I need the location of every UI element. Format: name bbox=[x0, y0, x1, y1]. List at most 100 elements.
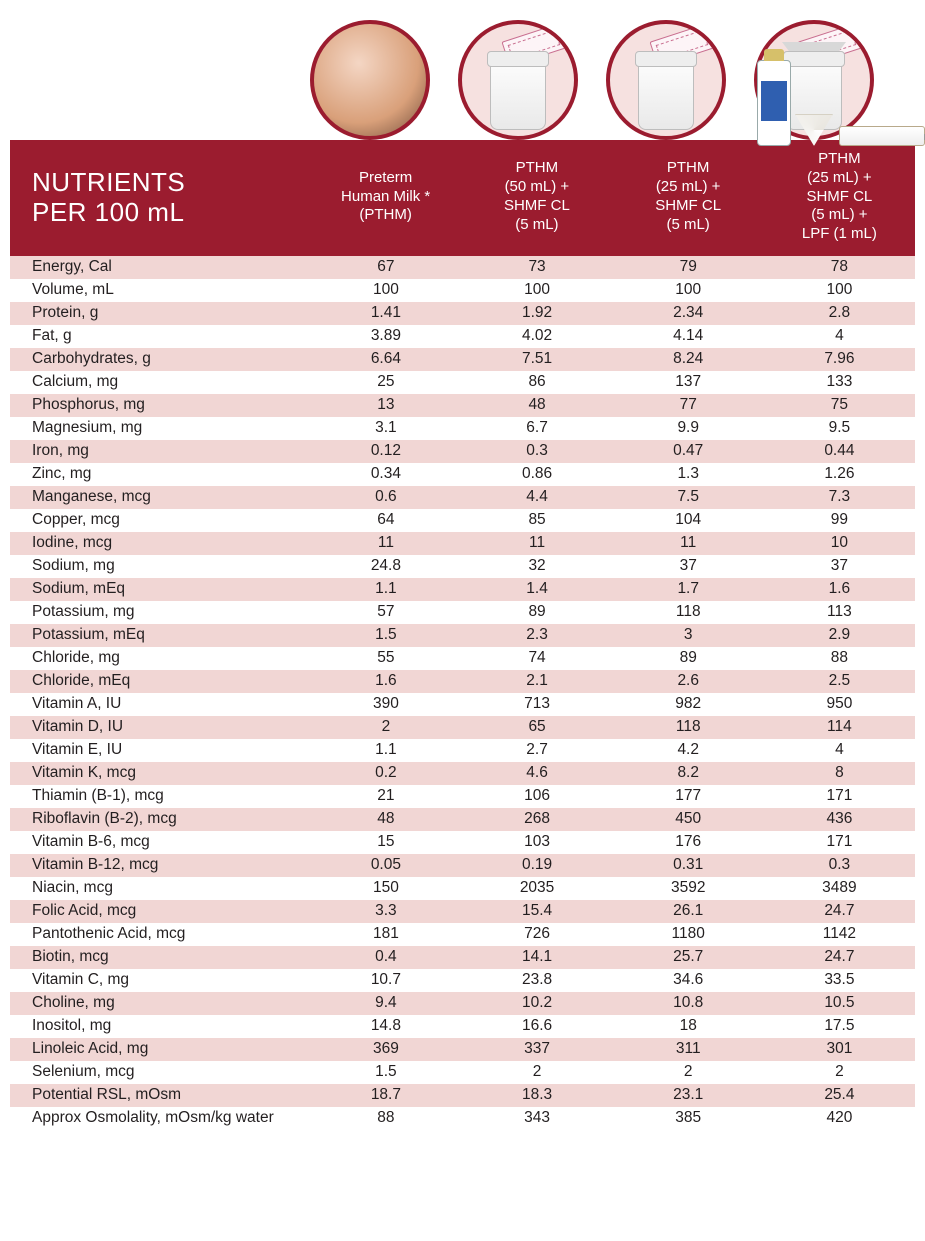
nutrient-value: 0.2 bbox=[310, 762, 461, 785]
nutrient-value: 34.6 bbox=[613, 969, 764, 992]
table-row: Copper, mcg648510499 bbox=[10, 509, 915, 532]
nutrient-label: Choline, mg bbox=[10, 992, 310, 1015]
table-row: Vitamin B-6, mcg15103176171 bbox=[10, 831, 915, 854]
table-row: Vitamin D, IU265118114 bbox=[10, 716, 915, 739]
nutrient-label: Inositol, mg bbox=[10, 1015, 310, 1038]
nutrient-value: 0.19 bbox=[461, 854, 612, 877]
nutrient-value: 79 bbox=[613, 256, 764, 279]
nutrient-value: 118 bbox=[613, 601, 764, 624]
nutrient-label: Calcium, mg bbox=[10, 371, 310, 394]
nutrient-value: 78 bbox=[764, 256, 915, 279]
nutrient-value: 33.5 bbox=[764, 969, 915, 992]
nutrient-value: 4.2 bbox=[613, 739, 764, 762]
nutrient-value: 14.8 bbox=[310, 1015, 461, 1038]
nutrient-value: 106 bbox=[461, 785, 612, 808]
nutrient-value: 8 bbox=[764, 762, 915, 785]
nutrient-value: 2035 bbox=[461, 877, 612, 900]
nutrient-value: 75 bbox=[764, 394, 915, 417]
nutrient-value: 25 bbox=[310, 371, 461, 394]
nutrient-value: 436 bbox=[764, 808, 915, 831]
nutrient-value: 4.14 bbox=[613, 325, 764, 348]
nutrient-label: Magnesium, mg bbox=[10, 417, 310, 440]
nutrient-value: 8.24 bbox=[613, 348, 764, 371]
nutrient-value: 171 bbox=[764, 785, 915, 808]
table-row: Vitamin B-12, mcg0.050.190.310.3 bbox=[10, 854, 915, 877]
nutrient-label: Approx Osmolality, mOsm/kg water bbox=[10, 1107, 310, 1130]
nutrient-value: 26.1 bbox=[613, 900, 764, 923]
nutrient-value: 181 bbox=[310, 923, 461, 946]
nutrient-value: 2 bbox=[764, 1061, 915, 1084]
nutrient-value: 13 bbox=[310, 394, 461, 417]
nutrient-value: 0.3 bbox=[764, 854, 915, 877]
nutrient-value: 1180 bbox=[613, 923, 764, 946]
nutrient-value: 23.1 bbox=[613, 1084, 764, 1107]
nutrient-label: Potassium, mg bbox=[10, 601, 310, 624]
nutrient-value: 10.8 bbox=[613, 992, 764, 1015]
nutrient-value: 2.8 bbox=[764, 302, 915, 325]
nutrient-value: 11 bbox=[310, 532, 461, 555]
nutrient-value: 55 bbox=[310, 647, 461, 670]
nutrient-value: 24.8 bbox=[310, 555, 461, 578]
nutrient-value: 7.5 bbox=[613, 486, 764, 509]
nutrient-value: 3592 bbox=[613, 877, 764, 900]
nutrient-label: Thiamin (B-1), mcg bbox=[10, 785, 310, 808]
nutrient-value: 103 bbox=[461, 831, 612, 854]
nutrient-label: Fat, g bbox=[10, 325, 310, 348]
nutrient-label: Iron, mg bbox=[10, 440, 310, 463]
table-row: Choline, mg9.410.210.810.5 bbox=[10, 992, 915, 1015]
nutrient-value: 88 bbox=[310, 1107, 461, 1130]
nutrient-value: 113 bbox=[764, 601, 915, 624]
nutrient-value: 74 bbox=[461, 647, 612, 670]
table-row: Vitamin C, mg10.723.834.633.5 bbox=[10, 969, 915, 992]
nutrient-value: 18.3 bbox=[461, 1084, 612, 1107]
nutrient-value: 88 bbox=[764, 647, 915, 670]
nutrient-value: 17.5 bbox=[764, 1015, 915, 1038]
table-row: Inositol, mg14.816.61817.5 bbox=[10, 1015, 915, 1038]
nutrient-value: 311 bbox=[613, 1038, 764, 1061]
column-header-2: PTHM(25 mL) +SHMF CL(5 mL) bbox=[613, 140, 764, 256]
nutrient-value: 7.96 bbox=[764, 348, 915, 371]
nutrient-table-body: Energy, Cal67737978Volume, mL10010010010… bbox=[10, 256, 915, 1130]
nutrient-label: Pantothenic Acid, mcg bbox=[10, 923, 310, 946]
nutrient-value: 301 bbox=[764, 1038, 915, 1061]
nutrient-value: 15.4 bbox=[461, 900, 612, 923]
nutrient-table-container: NUTRIENTS PER 100 mL PretermHuman Milk *… bbox=[10, 0, 915, 1130]
nutrient-value: 4 bbox=[764, 325, 915, 348]
nutrient-value: 32 bbox=[461, 555, 612, 578]
table-row: Vitamin E, IU1.12.74.24 bbox=[10, 739, 915, 762]
table-row: Vitamin K, mcg0.24.68.28 bbox=[10, 762, 915, 785]
nutrient-label: Vitamin B-6, mcg bbox=[10, 831, 310, 854]
nutrient-value: 23.8 bbox=[461, 969, 612, 992]
nutrient-value: 64 bbox=[310, 509, 461, 532]
nutrient-value: 24.7 bbox=[764, 946, 915, 969]
table-row: Folic Acid, mcg3.315.426.124.7 bbox=[10, 900, 915, 923]
column-header-0: PretermHuman Milk *(PTHM) bbox=[310, 140, 461, 256]
nutrient-value: 343 bbox=[461, 1107, 612, 1130]
table-row: Energy, Cal67737978 bbox=[10, 256, 915, 279]
product-circle-pthm25-shmf bbox=[606, 20, 726, 140]
nutrient-label: Vitamin K, mcg bbox=[10, 762, 310, 785]
nutrient-value: 3.3 bbox=[310, 900, 461, 923]
nutrient-label: Volume, mL bbox=[10, 279, 310, 302]
table-row: Zinc, mg0.340.861.31.26 bbox=[10, 463, 915, 486]
nutrient-value: 85 bbox=[461, 509, 612, 532]
nutrient-value: 4.02 bbox=[461, 325, 612, 348]
nutrient-value: 4 bbox=[764, 739, 915, 762]
table-row: Approx Osmolality, mOsm/kg water88343385… bbox=[10, 1107, 915, 1130]
nutrient-value: 0.86 bbox=[461, 463, 612, 486]
table-row: Chloride, mEq1.62.12.62.5 bbox=[10, 670, 915, 693]
nutrient-value: 1142 bbox=[764, 923, 915, 946]
nutrient-value: 73 bbox=[461, 256, 612, 279]
nutrient-value: 2 bbox=[310, 716, 461, 739]
table-row: Vitamin A, IU390713982950 bbox=[10, 693, 915, 716]
nutrient-value: 369 bbox=[310, 1038, 461, 1061]
nutrient-value: 6.64 bbox=[310, 348, 461, 371]
nutrient-value: 67 bbox=[310, 256, 461, 279]
nutrient-value: 268 bbox=[461, 808, 612, 831]
column-header-3: PTHM(25 mL) +SHMF CL(5 mL) +LPF (1 mL) bbox=[764, 140, 915, 256]
nutrient-value: 1.7 bbox=[613, 578, 764, 601]
nutrient-value: 2.1 bbox=[461, 670, 612, 693]
nutrient-value: 2 bbox=[613, 1061, 764, 1084]
nutrient-value: 9.9 bbox=[613, 417, 764, 440]
nutrient-value: 9.4 bbox=[310, 992, 461, 1015]
